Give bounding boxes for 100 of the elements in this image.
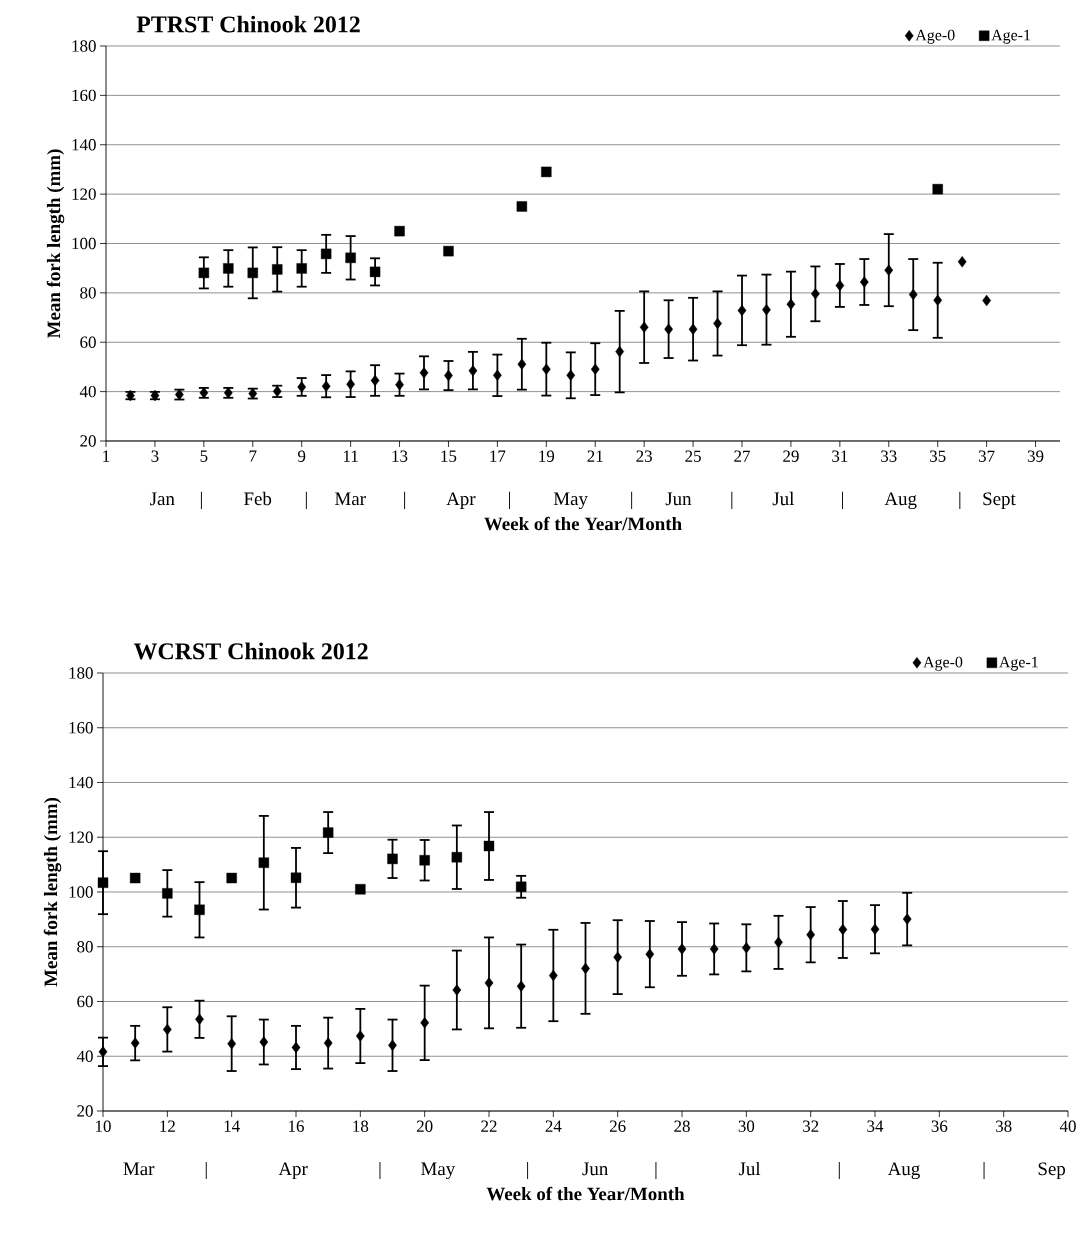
y-tick-label: 160 [69, 722, 93, 734]
text: Jan [150, 492, 175, 506]
x-tick-label: 24 [545, 1120, 562, 1132]
text: | [983, 1161, 985, 1180]
text: | [379, 1161, 381, 1180]
x-axis-title: Week of the Year/Month [486, 1186, 685, 1201]
x-tick-label: 14 [224, 1120, 240, 1132]
x-axis-title: Week of the Year/Month [484, 516, 682, 531]
x-tick-label: 10 [96, 1120, 111, 1132]
point [957, 256, 967, 268]
text: May [553, 492, 588, 510]
point [223, 263, 234, 274]
point [786, 298, 796, 310]
x-tick-label: 18 [353, 1120, 369, 1132]
x-tick-label: 16 [289, 1120, 304, 1132]
x-tick-label: 15 [441, 450, 457, 462]
x-tick-label: 36 [931, 1120, 948, 1132]
x-tick-label: 32 [803, 1120, 819, 1132]
point [272, 264, 283, 275]
point [356, 1030, 365, 1042]
y-tick-label: 80 [77, 941, 93, 953]
point [419, 855, 430, 866]
text: | [527, 1161, 529, 1180]
point [615, 345, 625, 358]
x-tick-label: 29 [783, 450, 799, 462]
text: | [959, 491, 961, 510]
point [933, 294, 943, 306]
text: Mar [123, 1162, 155, 1176]
point [452, 984, 462, 996]
point [541, 363, 551, 375]
x-tick-label: 34 [867, 1120, 884, 1132]
legend-label: Age-1 [999, 656, 1038, 671]
point [908, 288, 918, 301]
point [451, 852, 463, 863]
point [639, 321, 649, 333]
x-tick-label: 19 [539, 450, 555, 462]
text: | [631, 491, 633, 510]
point [613, 951, 622, 963]
x-tick-label: 39 [1027, 450, 1044, 462]
point [483, 840, 495, 852]
point [97, 877, 109, 888]
y-tick-label: 100 [69, 886, 93, 898]
point [388, 1039, 397, 1051]
point [322, 827, 334, 838]
point [320, 248, 332, 260]
text: | [509, 491, 511, 510]
point [884, 264, 894, 276]
point [443, 245, 454, 257]
text: Aug [884, 492, 917, 510]
x-tick-label: 11 [343, 450, 358, 462]
point [247, 267, 258, 279]
point [198, 267, 210, 279]
text: Sep [1038, 1162, 1066, 1180]
text: | [404, 491, 406, 510]
point [291, 1041, 301, 1054]
x-tick-label: 37 [978, 450, 995, 462]
point [811, 288, 820, 300]
point [932, 183, 943, 195]
text: Jun [665, 492, 692, 506]
x-tick-label: 12 [160, 1120, 175, 1132]
point [468, 364, 478, 377]
y-tick-label: 180 [72, 40, 96, 52]
y-tick-label: 140 [72, 139, 96, 151]
text: Jul [772, 491, 795, 506]
x-tick-label: 40 [1059, 1120, 1076, 1132]
x-tick-label: 38 [996, 1120, 1012, 1132]
text: | [842, 491, 843, 510]
y-tick-label: 60 [77, 995, 93, 1008]
point [394, 225, 405, 237]
x-tick-label: 7 [249, 450, 257, 462]
point [688, 323, 698, 335]
legend-label: Age-0 [915, 29, 955, 44]
point [321, 380, 331, 392]
x-tick-label: 9 [298, 450, 306, 462]
x-tick-label: 21 [587, 450, 603, 462]
point [129, 872, 141, 884]
x-tick-label: 1 [103, 450, 110, 462]
x-tick-label: 30 [738, 1120, 755, 1132]
x-tick-label: 33 [881, 450, 897, 462]
x-tick-label: 5 [200, 450, 208, 462]
x-tick-label: 23 [636, 450, 652, 462]
text: Feb [244, 491, 272, 506]
x-tick-label: 27 [734, 450, 750, 462]
y-tick-label: 100 [72, 237, 96, 250]
text: Apr [278, 1162, 308, 1180]
x-tick-label: 20 [416, 1120, 433, 1132]
point [902, 913, 912, 925]
point [709, 943, 719, 955]
point [517, 358, 527, 370]
text: | [200, 491, 202, 510]
point [259, 1036, 269, 1048]
y-tick-label: 40 [79, 385, 96, 398]
y-tick-label: 80 [80, 287, 96, 299]
point [590, 363, 600, 375]
point [130, 1037, 140, 1049]
point [515, 881, 527, 892]
point [194, 904, 205, 915]
point [835, 279, 845, 292]
text: Apr [446, 492, 476, 510]
point [566, 369, 576, 382]
